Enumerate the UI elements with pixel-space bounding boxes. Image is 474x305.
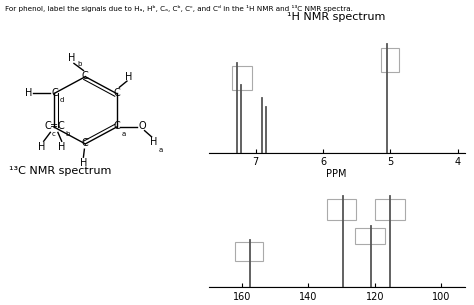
Text: H: H <box>150 137 157 147</box>
Text: a: a <box>159 147 163 152</box>
Title: ¹H NMR spectrum: ¹H NMR spectrum <box>287 12 386 22</box>
Text: C: C <box>52 88 58 98</box>
Text: C: C <box>82 138 89 148</box>
FancyBboxPatch shape <box>232 66 252 90</box>
Text: a: a <box>122 131 126 137</box>
Text: C: C <box>82 71 89 81</box>
Text: C: C <box>44 121 51 131</box>
Text: H: H <box>125 72 133 82</box>
Text: H: H <box>58 142 65 152</box>
Text: H: H <box>80 158 87 168</box>
Text: For phenol, label the signals due to Hₐ, Hᵇ, Cₐ, Cᵇ, Cᶜ, and Cᵈ in the ¹H NMR an: For phenol, label the signals due to Hₐ,… <box>5 5 353 12</box>
FancyBboxPatch shape <box>356 228 385 244</box>
Text: C: C <box>57 121 64 131</box>
Text: H: H <box>25 88 32 98</box>
Text: C: C <box>113 121 120 131</box>
Text: c: c <box>52 131 55 137</box>
FancyBboxPatch shape <box>381 48 399 72</box>
Text: H: H <box>38 142 46 152</box>
Text: d: d <box>59 97 64 103</box>
Text: O: O <box>138 121 146 131</box>
Text: =: = <box>50 121 58 131</box>
Text: ¹³C NMR spectrum: ¹³C NMR spectrum <box>9 166 112 176</box>
X-axis label: PPM: PPM <box>326 169 347 179</box>
FancyBboxPatch shape <box>327 199 356 220</box>
Text: b: b <box>65 131 69 137</box>
Text: H: H <box>68 53 76 63</box>
Text: b: b <box>77 61 82 67</box>
FancyBboxPatch shape <box>375 199 405 220</box>
Text: C: C <box>113 88 120 98</box>
FancyBboxPatch shape <box>235 242 264 261</box>
